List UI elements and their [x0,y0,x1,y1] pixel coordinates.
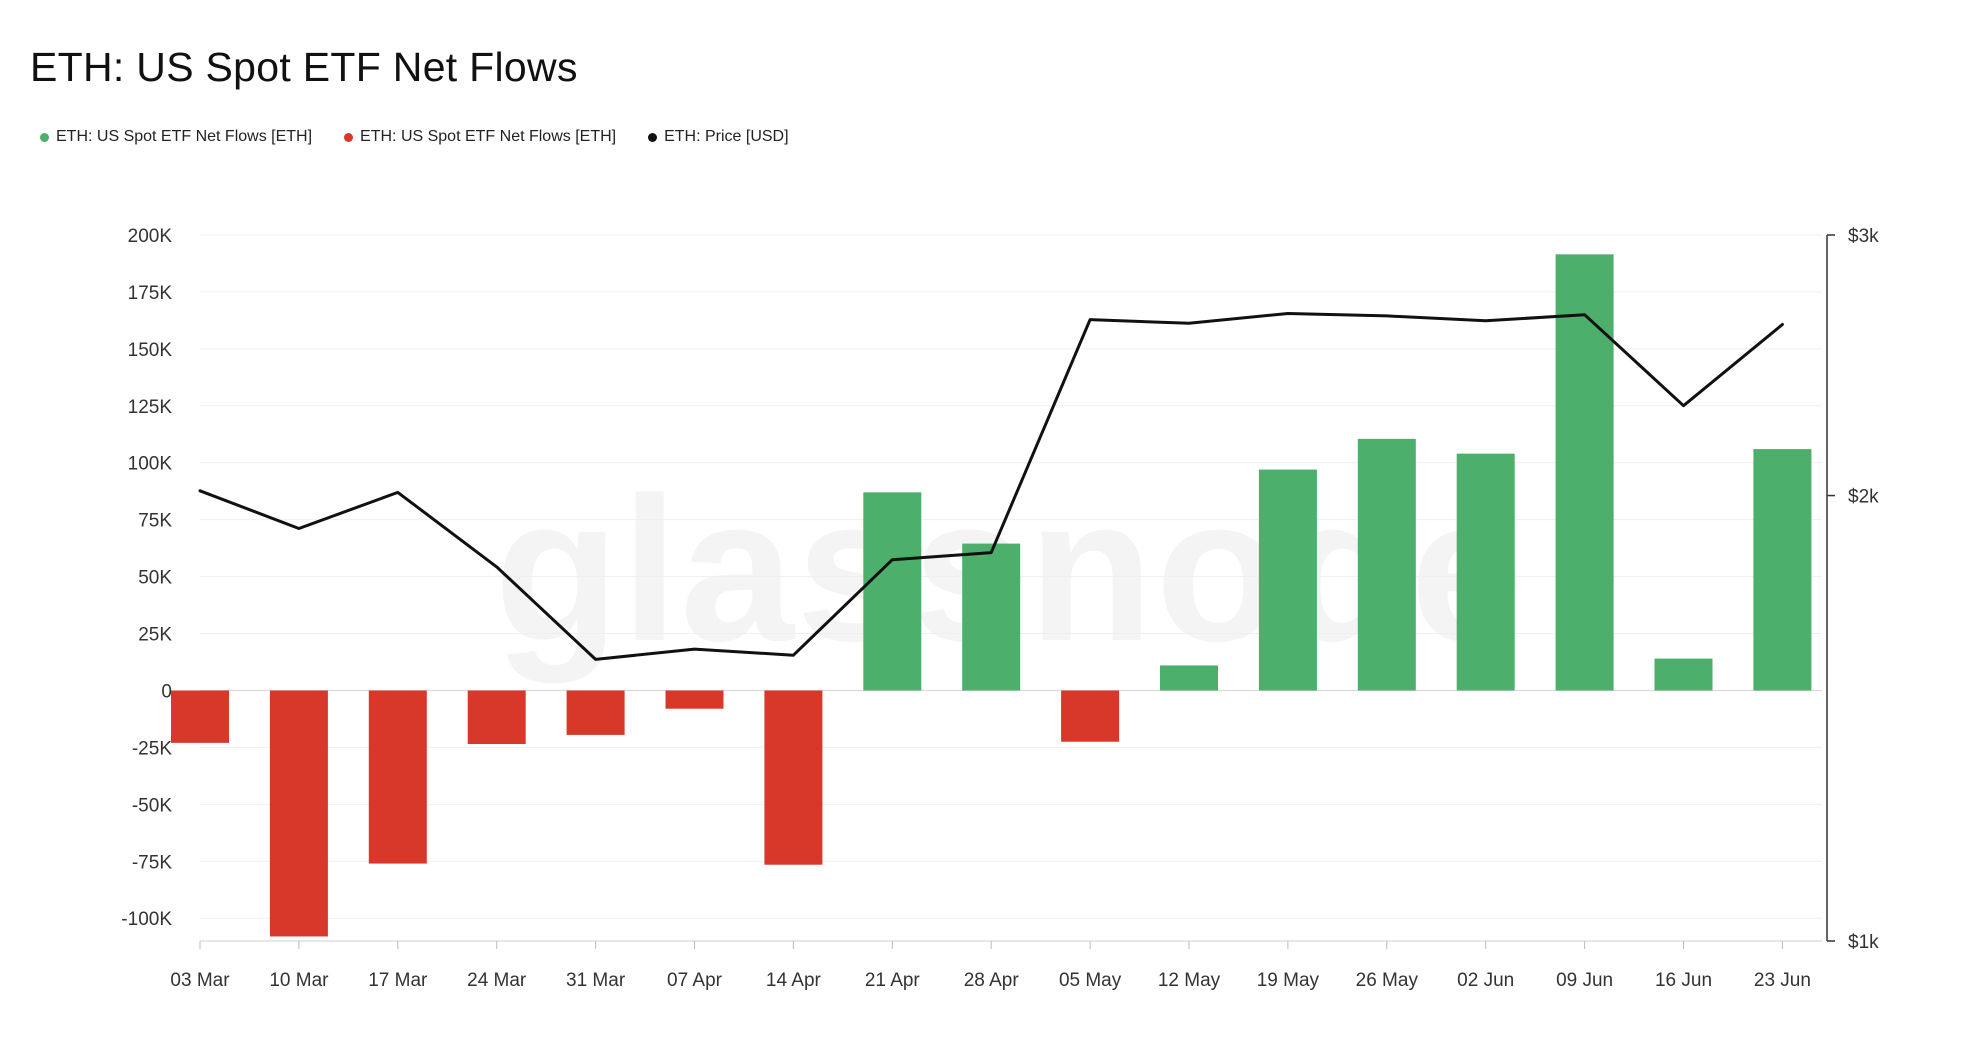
x-tick-label: 26 May [1356,970,1419,991]
y-left-tick-label: -100K [121,909,172,930]
y-left-tick-label: -25K [132,738,172,759]
x-tick-label: 07 Apr [667,970,723,991]
bar-outflow [665,690,724,709]
y-left-tick-label: -50K [132,795,172,816]
bar-outflow [467,690,526,745]
x-tick-label: 09 Jun [1556,970,1613,991]
legend-dot-green [40,132,49,142]
legend-label-price: ETH: Price [USD] [664,128,789,145]
legend: ETH: US Spot ETF Net Flows [ETH] ETH: US… [40,128,789,146]
x-tick-label: 21 Apr [865,970,921,991]
legend-dot-black [648,132,658,142]
y-left-tick-label: 175K [128,283,173,304]
bar-inflow [1753,449,1812,691]
x-tick-label: 16 Jun [1655,970,1712,991]
chart-title: ETH: US Spot ETF Net Flows [30,44,578,90]
y-left-tick-label: 200K [128,226,173,247]
legend-label-outflows: ETH: US Spot ETF Net Flows [ETH] [360,128,617,145]
bar-inflow [1357,438,1416,691]
price-line [198,312,1784,661]
bar-inflow [1160,665,1218,691]
y-left-tick-label: 50K [138,568,172,589]
x-tick-label: 03 Mar [170,970,230,991]
bar-outflow [171,690,229,743]
y-left-tick-label: 100K [128,454,173,475]
bar-outflow [368,690,427,864]
x-tick-label: 31 Mar [566,970,626,991]
x-tick-label: 23 Jun [1754,970,1811,991]
bar-outflow [1061,690,1120,742]
x-tick-label: 05 May [1059,970,1122,991]
y-right-tick-label: $2k [1848,487,1879,508]
x-tick-label: 19 May [1257,970,1320,991]
legend-item-price[interactable]: ETH: Price [USD] [648,128,789,146]
x-tick-label: 02 Jun [1457,970,1514,991]
y-left-tick-label: -75K [132,852,172,873]
legend-item-outflows[interactable]: ETH: US Spot ETF Net Flows [ETH] [344,128,616,146]
bar-inflow [863,492,922,691]
x-tick-label: 10 Mar [269,970,329,991]
bar-inflow [1456,453,1515,691]
y-right-tick-label: $1k [1848,932,1879,953]
y-left-tick-label: 125K [128,397,173,418]
bar-inflow [1555,254,1614,691]
x-tick-label: 28 Apr [964,970,1020,991]
y-left-tick-label: 75K [138,511,172,532]
bar-inflow [1258,469,1317,691]
y-left-tick-label: 0 [161,681,172,702]
x-tick-label: 24 Mar [467,970,527,991]
bar-inflow [962,543,1021,691]
y-left-tick-label: 150K [128,340,173,361]
y-right-tick-label: $3k [1848,226,1879,247]
x-tick-label: 12 May [1158,970,1221,991]
x-tick-label: 14 Apr [766,970,822,991]
legend-dot-red [344,132,354,142]
y-left-tick-label: 25K [138,625,172,646]
legend-label-inflows: ETH: US Spot ETF Net Flows [ETH] [56,128,313,145]
legend-item-inflows[interactable]: ETH: US Spot ETF Net Flows [ETH] [40,128,312,146]
bar-outflow [566,690,625,735]
bar-outflow [764,690,823,865]
bar-outflow [269,690,328,937]
bar-inflow [1654,658,1713,691]
x-tick-label: 17 Mar [368,970,428,991]
